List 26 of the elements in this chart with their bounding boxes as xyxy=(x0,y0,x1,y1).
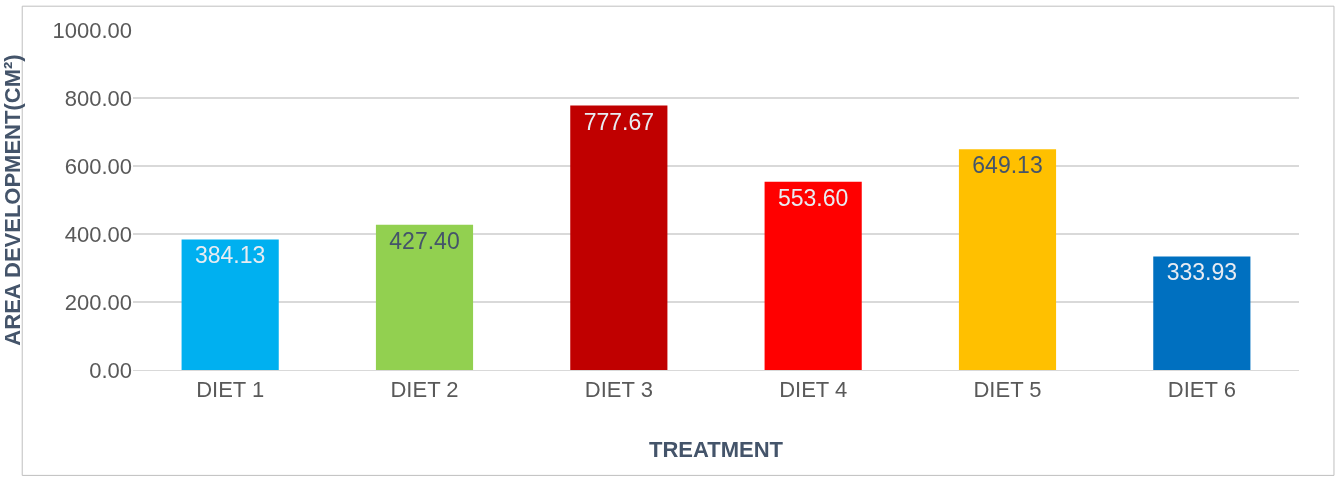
data-label: 777.67 xyxy=(583,108,655,135)
data-label: 427.40 xyxy=(389,227,460,254)
y-tick-label: 1000.00 xyxy=(52,17,132,43)
x-tick-label: DIET 2 xyxy=(390,377,459,403)
y-tick-label: 400.00 xyxy=(64,221,132,247)
x-tick-label: DIET 1 xyxy=(196,377,265,403)
x-tick-label: DIET 3 xyxy=(584,377,653,403)
bar xyxy=(375,224,474,370)
y-tick-label: 600.00 xyxy=(64,153,132,179)
bar xyxy=(181,239,279,370)
data-label: 333.93 xyxy=(1166,259,1238,286)
data-label: 553.60 xyxy=(777,184,849,211)
y-tick-label: 0.00 xyxy=(89,357,132,383)
bar xyxy=(764,181,862,370)
bar xyxy=(958,149,1057,370)
y-tick-label: 200.00 xyxy=(64,289,132,315)
x-axis-title: TREATMENT xyxy=(648,437,784,463)
x-tick-label: DIET 5 xyxy=(973,377,1042,403)
data-label: 384.13 xyxy=(194,242,266,269)
x-tick-label: DIET 4 xyxy=(779,377,848,403)
bar xyxy=(570,105,668,370)
data-label: 649.13 xyxy=(972,152,1043,179)
y-axis-title: AREA DEVELOPMENT(CM²) xyxy=(0,54,26,346)
x-tick-label: DIET 6 xyxy=(1167,377,1236,403)
bar xyxy=(1153,256,1251,370)
y-tick-label: 800.00 xyxy=(64,85,132,111)
